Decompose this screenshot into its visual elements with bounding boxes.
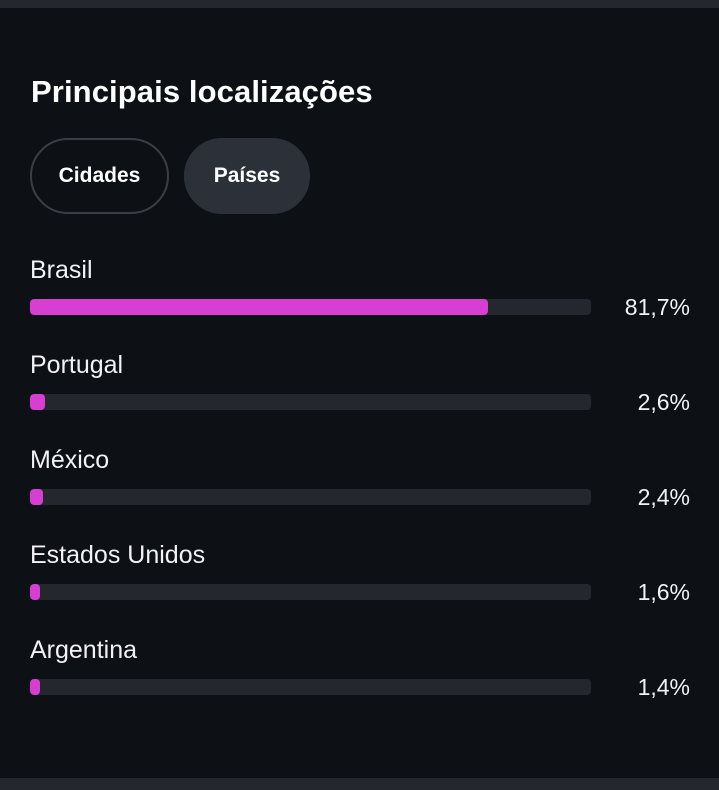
location-bar-track <box>30 679 591 695</box>
location-percent: 2,6% <box>637 389 690 415</box>
location-name: Portugal <box>30 351 124 379</box>
location-bar-track <box>30 489 591 505</box>
location-row-portugal: Portugal 2,6% <box>30 345 692 440</box>
location-tabs: Cidades Países <box>30 138 310 214</box>
location-bar-track <box>30 394 591 410</box>
location-percent: 81,7% <box>624 294 690 320</box>
location-bar-fill <box>30 299 489 315</box>
bottom-edge <box>0 778 719 790</box>
location-bar-fill <box>30 489 44 505</box>
location-row-mexico: México 2,4% <box>30 440 692 535</box>
location-row-argentina: Argentina 1,4% <box>30 630 692 725</box>
location-row-estados-unidos: Estados Unidos 1,6% <box>30 535 692 630</box>
tab-cidades[interactable]: Cidades <box>30 138 169 214</box>
location-percent: 1,4% <box>637 674 690 700</box>
section-title: Principais localizações <box>31 74 373 109</box>
location-name: Brasil <box>30 256 93 284</box>
location-list: Brasil 81,7% Portugal 2,6% México 2,4% E… <box>30 250 692 725</box>
location-percent: 1,6% <box>637 579 690 605</box>
location-name: Argentina <box>30 636 138 664</box>
location-name: Estados Unidos <box>30 541 206 569</box>
location-bar-fill <box>30 679 40 695</box>
location-row-brasil: Brasil 81,7% <box>30 250 692 345</box>
location-bar-fill <box>30 584 40 600</box>
top-edge <box>0 0 719 8</box>
location-bar-track <box>30 299 591 315</box>
location-percent: 2,4% <box>637 484 690 510</box>
tab-paises[interactable]: Países <box>184 138 310 214</box>
location-bar-fill <box>30 394 45 410</box>
location-bar-track <box>30 584 591 600</box>
location-name: México <box>30 446 110 474</box>
